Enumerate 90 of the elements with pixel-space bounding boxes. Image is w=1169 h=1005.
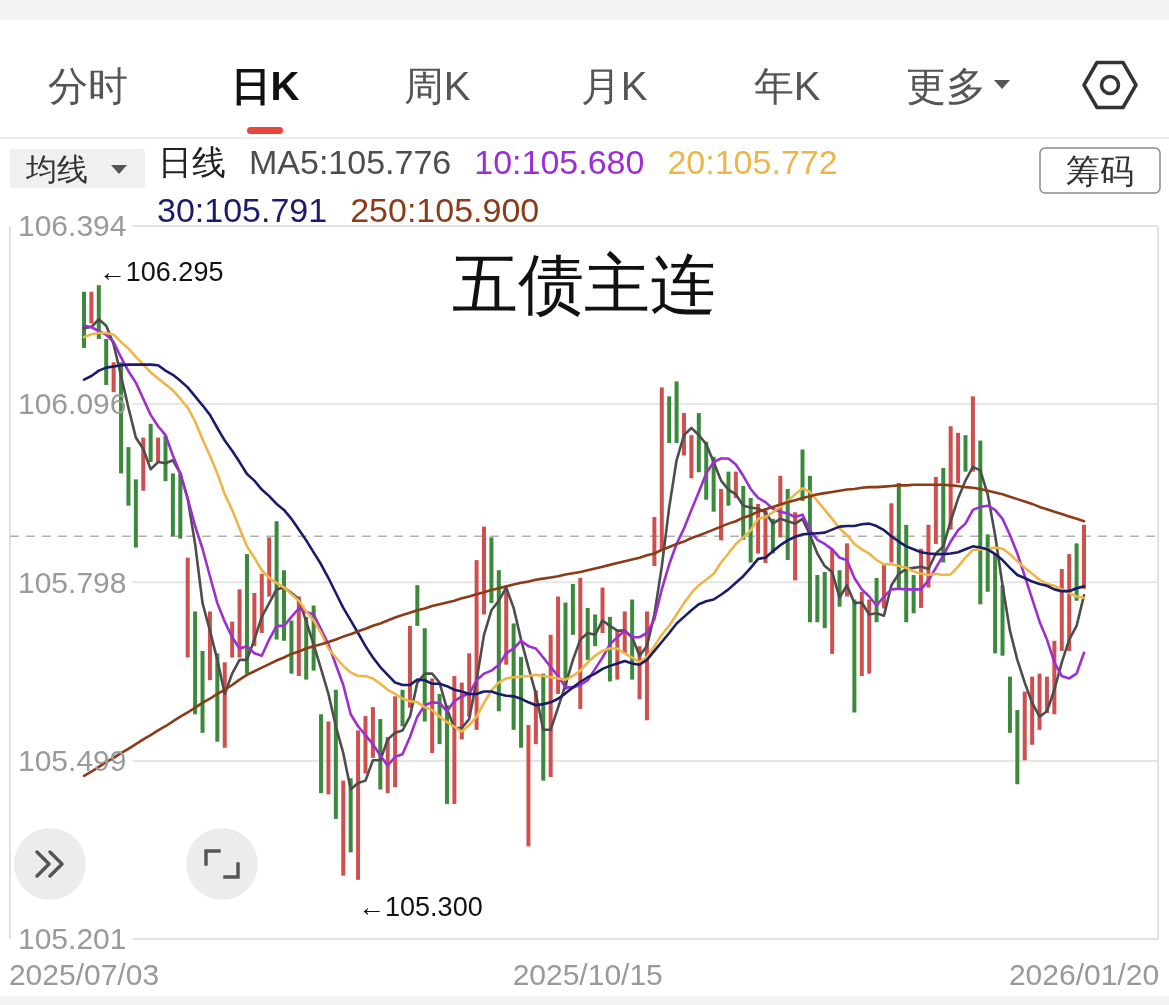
candlestick <box>370 707 375 758</box>
button-ma: 均线 <box>10 149 145 188</box>
candlestick <box>726 471 731 506</box>
x-tick-label: 2026/01/20 <box>1008 958 1160 991</box>
candlestick <box>867 599 872 674</box>
candlestick <box>585 607 590 660</box>
tab-label: 月K <box>580 64 648 108</box>
candlestick <box>970 396 975 472</box>
candlestick <box>104 338 109 385</box>
button-chips: 筹码 <box>1039 147 1161 194</box>
candlestick <box>274 521 279 640</box>
candlestick <box>200 650 205 733</box>
candlestick <box>289 620 294 674</box>
candlestick <box>652 517 657 567</box>
tab-label: 周K <box>403 64 471 108</box>
candlestick <box>1022 691 1027 761</box>
candlestick <box>556 596 561 694</box>
candlestick <box>156 437 161 463</box>
candlestick <box>667 396 672 443</box>
candlestick <box>1015 710 1020 785</box>
candlestick <box>363 716 368 774</box>
candlestick <box>978 440 983 605</box>
candlestick <box>133 479 138 548</box>
tab-label: 日K <box>230 64 300 108</box>
legend: 日线 MA5:105.776 10:105.680 20:105.772 30:105.791 250:105.900 <box>157 143 838 229</box>
x-tick-label: 2025/07/03 <box>8 958 160 991</box>
candlestick <box>822 572 827 629</box>
candlestick <box>504 589 509 665</box>
chart-title: 五债主连 <box>452 247 716 321</box>
annotation: ←106.295 <box>98 257 224 288</box>
candlestick <box>600 587 605 633</box>
candlestick <box>696 413 701 473</box>
candlestick <box>185 557 190 658</box>
y-tick-label: 105.201 <box>18 922 127 956</box>
candlestick <box>111 362 116 393</box>
candlestick <box>170 473 175 537</box>
x-tick-label: 2025/10/15 <box>512 958 663 991</box>
candlestick <box>963 435 968 472</box>
candlestick <box>1059 569 1064 651</box>
candlestick <box>89 291 94 324</box>
candlestick <box>193 611 198 715</box>
candlestick <box>482 526 486 615</box>
candlestick <box>911 575 916 614</box>
candlestick <box>1082 524 1086 589</box>
candlestick <box>400 689 405 727</box>
candlestick <box>267 537 272 597</box>
candlestick <box>489 537 494 604</box>
candlestick <box>178 473 183 539</box>
candlestick <box>148 423 153 463</box>
candlestick <box>674 381 679 443</box>
candlestick <box>393 696 398 788</box>
candlestick <box>993 553 998 654</box>
candlestick <box>333 689 338 819</box>
candlestick <box>222 662 227 748</box>
candlestick <box>348 778 353 853</box>
candlestick <box>326 721 331 795</box>
candlestick <box>985 534 990 592</box>
tab-label: 更多 <box>906 64 986 108</box>
candlestick <box>889 503 894 563</box>
candlestick <box>852 599 857 713</box>
candlestick <box>319 714 324 794</box>
candlestick <box>244 554 249 674</box>
tab-label: 年K <box>753 64 821 108</box>
candlestick <box>126 447 131 506</box>
candlestick <box>1074 543 1079 601</box>
tab-label: 分时 <box>48 64 128 108</box>
candlestick <box>830 548 835 654</box>
candlestick <box>356 730 361 880</box>
candlestick <box>407 625 412 708</box>
candlestick <box>341 780 346 876</box>
candlestick <box>415 585 420 626</box>
annotation: ←105.300 <box>358 891 483 922</box>
candlestick <box>956 432 961 483</box>
y-tick-label: 105.798 <box>18 565 127 599</box>
candlestick <box>815 575 820 623</box>
candlestick <box>82 291 86 348</box>
y-tick-label: 106.394 <box>18 209 127 243</box>
candlestick <box>859 591 864 677</box>
candlestick <box>689 435 694 479</box>
candlestick <box>570 583 575 635</box>
candlestick <box>511 623 516 730</box>
candlestick <box>719 488 724 541</box>
candlestick <box>519 656 524 748</box>
candlestick <box>1007 676 1012 733</box>
candlestick <box>933 477 938 544</box>
candlestick <box>237 589 242 658</box>
candlestick <box>1030 676 1035 745</box>
candlestick <box>1037 673 1042 730</box>
candlestick <box>659 387 664 552</box>
candlestick <box>526 725 531 847</box>
